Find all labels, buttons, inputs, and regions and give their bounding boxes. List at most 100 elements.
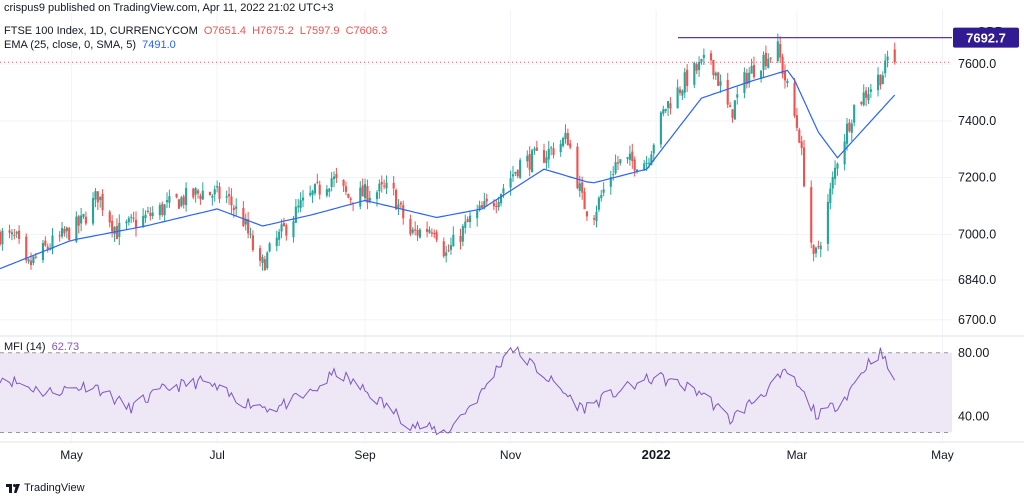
candle bbox=[795, 108, 798, 131]
candle bbox=[745, 68, 748, 89]
candle-body bbox=[869, 89, 872, 92]
candle bbox=[185, 182, 188, 212]
candle bbox=[297, 198, 300, 213]
candle bbox=[447, 244, 450, 253]
candle bbox=[433, 229, 436, 239]
candle-body bbox=[748, 72, 751, 84]
price-axis[interactable]: 6700.0 6840.0 7000.0 7200.0 7400.0 7600.0 bbox=[958, 57, 996, 327]
candle-body bbox=[175, 193, 178, 198]
candle bbox=[201, 182, 204, 201]
candle-body bbox=[550, 147, 553, 149]
tradingview-brand[interactable]: TradingView bbox=[6, 482, 85, 494]
time-axis[interactable]: May Jul Sep Nov 2022 Mar May bbox=[60, 447, 954, 462]
candle bbox=[235, 198, 238, 216]
candle-body bbox=[845, 123, 849, 144]
candle bbox=[96, 191, 99, 211]
candle-body bbox=[328, 188, 331, 192]
candle bbox=[227, 186, 231, 205]
candle bbox=[0, 229, 2, 247]
candle bbox=[75, 211, 78, 243]
candle-body bbox=[63, 228, 66, 234]
candle bbox=[414, 221, 417, 236]
candle-body bbox=[495, 206, 498, 208]
candle bbox=[783, 64, 787, 89]
candle-body bbox=[29, 260, 33, 266]
candle bbox=[528, 146, 531, 177]
candle bbox=[497, 196, 500, 211]
candle bbox=[583, 187, 586, 210]
candle bbox=[163, 203, 166, 222]
candle bbox=[729, 102, 732, 108]
candle-body bbox=[383, 185, 386, 187]
candle bbox=[652, 143, 655, 162]
candle-body bbox=[180, 197, 183, 207]
candle bbox=[158, 202, 161, 220]
candle-body bbox=[483, 201, 486, 207]
mfi-axis[interactable]: 40.00 80.00 bbox=[958, 346, 989, 424]
candle bbox=[743, 67, 746, 99]
candle-body bbox=[576, 146, 579, 189]
candle bbox=[435, 229, 438, 243]
candle-body bbox=[91, 198, 95, 224]
close-value: C7606.3 bbox=[345, 25, 388, 37]
candle bbox=[595, 205, 598, 228]
candle bbox=[395, 188, 398, 210]
candle bbox=[526, 150, 529, 168]
candle-body bbox=[810, 187, 813, 243]
candle-body bbox=[865, 90, 868, 98]
candle-body bbox=[662, 109, 665, 114]
candle bbox=[182, 194, 185, 209]
candle-body bbox=[700, 58, 703, 62]
time-tick-label: Mar bbox=[787, 448, 808, 462]
candle-body bbox=[46, 246, 49, 249]
candle-body bbox=[1, 230, 4, 245]
candle-body bbox=[230, 196, 233, 206]
candle bbox=[442, 237, 445, 258]
candle-body bbox=[848, 122, 851, 132]
candle bbox=[531, 148, 534, 173]
candle bbox=[347, 193, 350, 199]
candle-body bbox=[268, 243, 271, 252]
candle bbox=[764, 45, 767, 70]
candle-body bbox=[509, 178, 512, 188]
candle-body bbox=[282, 223, 285, 226]
candle bbox=[514, 171, 517, 177]
candle bbox=[752, 56, 756, 79]
candle bbox=[836, 162, 839, 176]
candle-body bbox=[402, 205, 405, 219]
ema-legend[interactable]: EMA (25, close, 0, SMA, 5) 7491.0 bbox=[4, 39, 179, 51]
candle-body bbox=[130, 216, 133, 218]
candle bbox=[68, 226, 71, 241]
mfi-legend[interactable]: MFI (14) 62.73 bbox=[4, 341, 82, 353]
candle bbox=[416, 225, 419, 242]
candle bbox=[8, 224, 11, 239]
candle bbox=[862, 84, 865, 107]
candle-body bbox=[132, 217, 135, 219]
candle bbox=[275, 230, 278, 252]
candle-body bbox=[829, 188, 832, 203]
candle-body bbox=[177, 199, 181, 209]
candle bbox=[399, 201, 402, 210]
candle-body bbox=[669, 103, 672, 109]
symbol-legend[interactable]: FTSE 100 Index, 1D, CURRENCYCOM O7651.4 … bbox=[4, 25, 390, 37]
candle bbox=[600, 189, 603, 202]
candle-body bbox=[817, 246, 820, 248]
candle-body bbox=[13, 234, 16, 236]
candle-body bbox=[399, 202, 402, 205]
candle bbox=[230, 188, 233, 214]
candle-body bbox=[464, 221, 467, 228]
candle-body bbox=[683, 72, 686, 93]
candle bbox=[519, 157, 522, 180]
candle-body bbox=[335, 173, 338, 178]
candle bbox=[480, 201, 484, 208]
candle-body bbox=[686, 69, 689, 86]
candle bbox=[628, 145, 631, 166]
candle bbox=[719, 74, 722, 93]
candle-body bbox=[313, 183, 317, 194]
candle bbox=[366, 179, 369, 210]
candle-body bbox=[702, 54, 705, 58]
ema-label: EMA (25, close, 0, SMA, 5) bbox=[4, 39, 137, 51]
candle-body bbox=[32, 256, 35, 263]
candle bbox=[13, 228, 16, 240]
